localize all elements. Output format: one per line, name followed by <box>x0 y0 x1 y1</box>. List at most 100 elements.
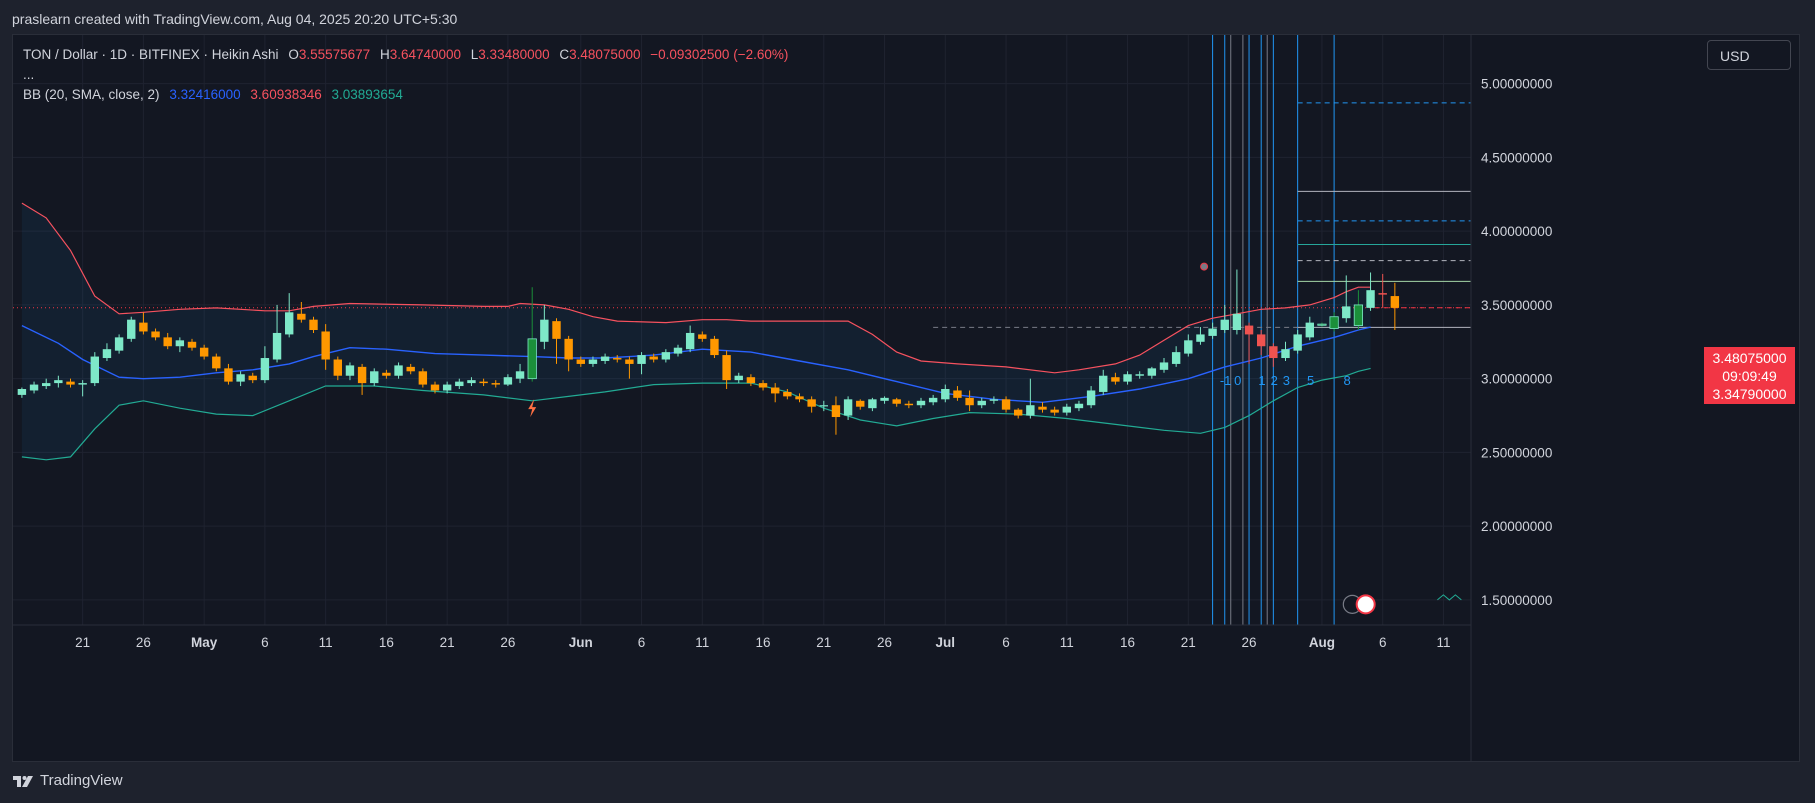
candle <box>248 372 257 384</box>
candle-body <box>309 319 318 330</box>
fib-zone-label: 3 <box>1283 373 1290 388</box>
bb-label: BB (20, SMA, close, 2) <box>23 87 160 102</box>
candle-body <box>1244 325 1254 335</box>
candle <box>904 400 914 409</box>
candle <box>783 389 792 400</box>
x-tick-label: 11 <box>695 635 709 650</box>
high-label: H <box>379 47 390 62</box>
candle <box>224 363 233 385</box>
candle-body <box>1184 340 1193 354</box>
close-label: C <box>559 47 570 62</box>
symbol-title[interactable]: TON / Dollar · 1D · BITFINEX · Heikin As… <box>23 47 279 62</box>
candle <box>1293 330 1302 354</box>
legend: TON / Dollar · 1D · BITFINEX · Heikin As… <box>23 45 788 105</box>
candle <box>29 381 39 394</box>
candle <box>114 334 124 354</box>
x-tick-label: Aug <box>1309 635 1335 650</box>
candle <box>382 369 391 379</box>
candle-body <box>1366 290 1375 308</box>
candle <box>758 380 768 391</box>
candle-body <box>515 371 525 379</box>
candle <box>1086 386 1096 409</box>
candle <box>491 380 500 388</box>
candle-body <box>843 399 853 416</box>
candle-body <box>540 319 549 342</box>
candle <box>66 378 75 388</box>
fib-zone-label: 0 <box>1234 373 1241 388</box>
candle-body <box>588 359 598 364</box>
candle-body <box>212 356 221 369</box>
candle <box>819 400 828 412</box>
candle-body <box>1232 313 1242 330</box>
candle <box>1329 312 1339 332</box>
candle-body <box>1208 328 1217 336</box>
bb-legend-row[interactable]: BB (20, SMA, close, 2) 3.32416000 3.6093… <box>23 85 788 105</box>
more-button[interactable]: ... <box>23 67 35 82</box>
candle <box>613 355 622 363</box>
high-value: 3.64740000 <box>389 47 462 62</box>
candle <box>479 378 488 387</box>
candle-body <box>1342 306 1351 319</box>
candle <box>588 356 598 367</box>
marked-low-tag: 3.34790000 <box>1704 385 1795 404</box>
candle-body <box>1123 374 1132 382</box>
y-tick-label: 2.50000000 <box>1481 445 1552 460</box>
x-tick-label: 21 <box>1181 635 1196 650</box>
candle-body <box>467 380 476 384</box>
fib-zone-label: 1 <box>1258 373 1265 388</box>
candle-body <box>175 340 185 347</box>
candle-body <box>771 387 780 394</box>
candle <box>285 293 294 338</box>
candle <box>1171 346 1181 367</box>
chart-pane[interactable]: -1 0 1 2 3 5 8 1.50000000 2.00000000 2.50000000 3.… <box>12 34 1800 762</box>
candle-body <box>807 399 816 407</box>
candle <box>418 368 428 388</box>
candle-body <box>163 337 172 347</box>
candle-body <box>831 405 841 418</box>
candle <box>394 362 403 379</box>
candle <box>527 287 537 382</box>
candle <box>722 350 731 389</box>
brand-name: TradingView <box>40 772 123 789</box>
candle-body <box>783 391 792 397</box>
candle <box>1038 402 1047 413</box>
candle <box>54 375 63 388</box>
candle <box>345 362 355 381</box>
candle <box>272 304 282 363</box>
candle <box>965 390 974 412</box>
bb-upper-value: 3.60938346 <box>250 87 322 102</box>
candle <box>564 335 573 372</box>
candle <box>661 349 671 363</box>
candle-body <box>90 356 99 384</box>
candle-body <box>102 349 112 359</box>
candle <box>953 386 962 401</box>
candle-body <box>1026 405 1035 416</box>
candle-body <box>1062 406 1071 413</box>
bb-lower-value: 3.03893654 <box>331 87 403 102</box>
candle-body <box>1269 346 1278 359</box>
x-tick-label: 21 <box>75 635 90 650</box>
candle-body <box>989 399 999 401</box>
fib-zone-label: 2 <box>1271 373 1278 388</box>
x-tick-label: 6 <box>261 635 269 650</box>
candle-body <box>114 337 124 351</box>
candle <box>1244 322 1254 364</box>
candle-body <box>685 332 695 350</box>
brand[interactable]: TradingView <box>12 772 123 789</box>
candle-body <box>151 331 160 338</box>
price-chart[interactable]: -1 0 1 2 3 5 8 1.50000000 2.00000000 2.50000000 3.… <box>13 35 1799 761</box>
currency-button[interactable]: USD <box>1707 40 1791 70</box>
candle <box>1062 403 1071 416</box>
candle-body <box>442 384 452 391</box>
candle-body <box>673 347 683 354</box>
candle <box>1001 396 1011 413</box>
candle-body <box>1220 319 1229 330</box>
symbol-legend-row: TON / Dollar · 1D · BITFINEX · Heikin As… <box>23 45 788 65</box>
candle <box>1208 322 1217 339</box>
candle-body <box>382 372 391 376</box>
candle-body <box>272 332 282 360</box>
candle <box>831 396 841 435</box>
candle-body <box>722 355 731 381</box>
candle-body <box>734 375 743 381</box>
candle <box>455 378 464 389</box>
